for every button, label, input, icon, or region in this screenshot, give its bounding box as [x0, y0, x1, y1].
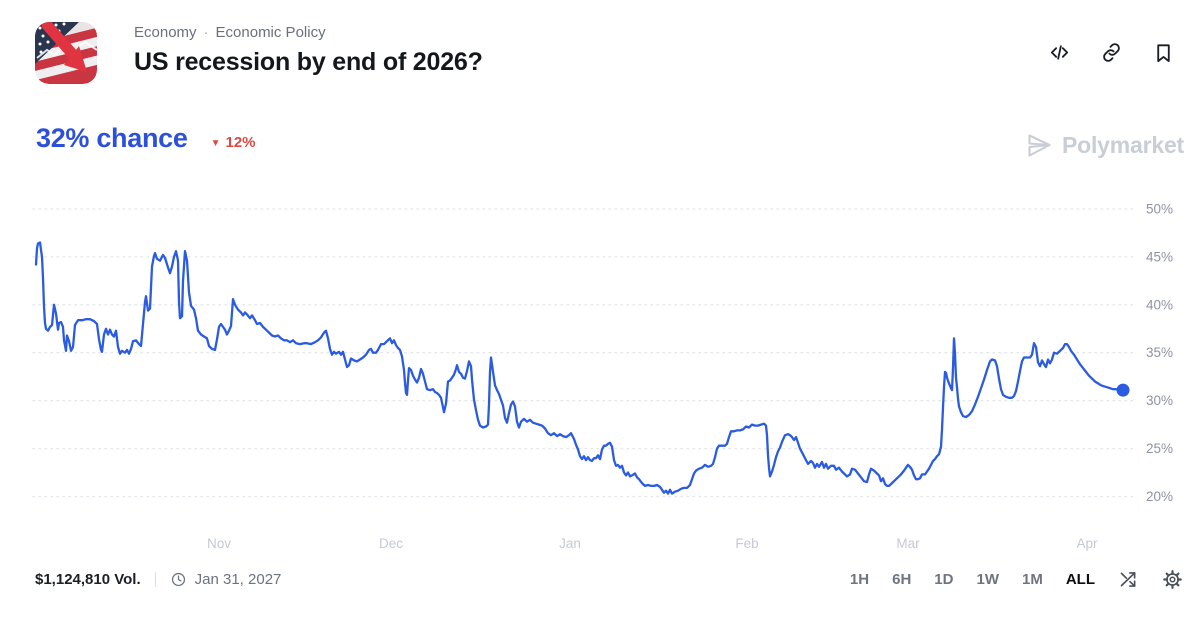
x-axis-label: Nov	[207, 536, 231, 551]
range-button-1h[interactable]: 1H	[849, 570, 870, 588]
range-button-1d[interactable]: 1D	[934, 570, 954, 588]
x-axis-label: Mar	[896, 536, 920, 551]
bookmark-icon[interactable]	[1152, 41, 1175, 64]
y-axis-label: 30%	[1146, 393, 1173, 408]
clock-icon	[170, 571, 187, 588]
range-button-1m[interactable]: 1M	[1021, 570, 1043, 588]
polymarket-logo-icon	[1028, 134, 1051, 157]
header-actions	[1048, 41, 1175, 64]
footer-left: $1,124,810 Vol. Jan 31, 2027	[35, 571, 281, 588]
breadcrumb-economy[interactable]: Economy	[134, 24, 197, 41]
breadcrumb: Economy · Economic Policy	[134, 24, 483, 41]
breadcrumb-economic-policy[interactable]: Economic Policy	[215, 24, 326, 41]
last-price-dot	[1116, 383, 1130, 397]
y-axis-label: 40%	[1146, 297, 1173, 312]
polymarket-watermark: Polymarket	[1025, 131, 1184, 160]
x-axis-label: Dec	[379, 536, 403, 551]
end-date: Jan 31, 2027	[194, 570, 282, 588]
volume-label: $1,124,810 Vol.	[35, 570, 141, 588]
x-axis-label: Feb	[735, 536, 758, 551]
settings-gear-icon[interactable]	[1162, 569, 1183, 590]
market-header: Economy · Economic Policy US recession b…	[35, 22, 1175, 84]
y-axis-label: 35%	[1146, 345, 1173, 360]
x-axis-label: Apr	[1076, 536, 1098, 551]
copy-link-icon[interactable]	[1100, 41, 1123, 64]
range-button-6h[interactable]: 6H	[892, 570, 912, 588]
brand-wordmark: Polymarket	[1061, 132, 1184, 158]
shuffle-icon[interactable]	[1118, 569, 1139, 590]
footer-divider	[154, 571, 156, 587]
x-axis-label: Jan	[559, 536, 581, 551]
price-line	[34, 241, 1125, 495]
delta-value: 12%	[225, 134, 256, 151]
y-axis-label: 20%	[1146, 489, 1173, 504]
range-button-1w[interactable]: 1W	[976, 570, 999, 588]
arrow-down-icon: ▼	[210, 138, 221, 149]
y-axis-label: 50%	[1146, 202, 1173, 217]
chart-footer: $1,124,810 Vol. Jan 31, 2027 1H 6H 1D 1W…	[35, 566, 1183, 592]
chance-value: 32% chance	[36, 123, 188, 153]
breadcrumb-separator: ·	[203, 24, 209, 41]
chance-row: 32% chance ▼ 12%	[36, 123, 256, 154]
y-axis-label: 45%	[1146, 249, 1173, 264]
range-button-all[interactable]: ALL	[1065, 570, 1095, 588]
footer-right: 1H 6H 1D 1W 1M ALL	[850, 569, 1183, 590]
market-thumbnail	[35, 22, 97, 84]
y-axis-label: 25%	[1146, 441, 1173, 456]
us-flag-crash-image	[35, 22, 97, 84]
embed-code-icon[interactable]	[1048, 41, 1071, 64]
price-delta: ▼ 12%	[211, 134, 256, 151]
page-title: US recession by end of 2026?	[134, 48, 483, 76]
